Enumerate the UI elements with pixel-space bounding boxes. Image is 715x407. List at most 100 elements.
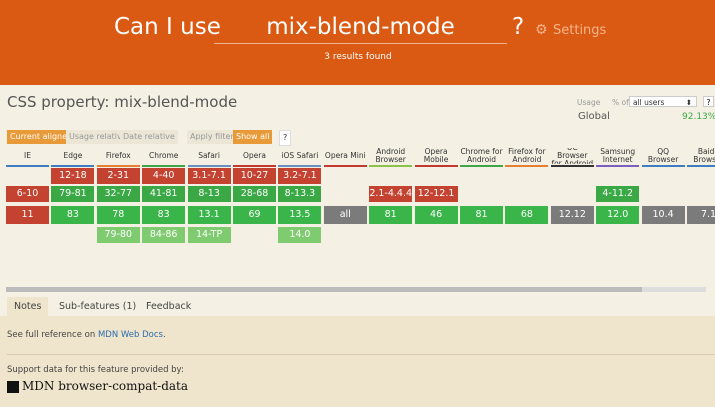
current-version-cell[interactable]: 83 xyxy=(142,206,186,224)
tab[interactable]: Sub-features (1) xyxy=(59,301,137,312)
current-version-cell[interactable]: 12.0 xyxy=(596,206,640,224)
notes-text: See full reference on MDN Web Docs. xyxy=(7,330,166,340)
version-cell[interactable]: 8-13.3 xyxy=(278,186,322,202)
data-source[interactable]: MDN browser-compat-data xyxy=(22,379,189,393)
current-version-cell[interactable]: 81 xyxy=(369,206,413,224)
filters-help[interactable]: ? xyxy=(279,130,292,146)
browser-header: IE xyxy=(24,151,31,160)
browser-header: Opera xyxy=(243,151,266,160)
version-cell[interactable]: 4-40 xyxy=(142,168,186,184)
current-version-cell[interactable]: 10.4 xyxy=(641,206,685,224)
usage-label: Usage xyxy=(577,98,601,107)
usage-relative-btn[interactable]: Usage relative xyxy=(66,130,130,144)
browser-underline xyxy=(142,165,186,167)
version-cell[interactable]: 84-86 xyxy=(142,227,186,243)
notes-prefix: See full reference on xyxy=(7,330,98,340)
browser-underline xyxy=(460,165,503,167)
usage-share: 92.13% xyxy=(682,112,715,122)
browser-underline xyxy=(687,165,715,167)
notes-suffix: . xyxy=(162,330,166,340)
settings-gear[interactable]: ⚙ xyxy=(535,22,548,38)
settings-link[interactable]: Settings xyxy=(553,23,607,38)
version-cell[interactable]: 79-81 xyxy=(51,186,95,202)
date-relative-btn[interactable]: Date relative xyxy=(120,130,178,144)
divider xyxy=(7,354,715,355)
browser-header: Firefox xyxy=(105,151,131,160)
browser-header: Chrome for Android xyxy=(460,148,503,164)
current-version-cell[interactable]: 46 xyxy=(414,206,458,224)
show-all-btn[interactable]: Show all xyxy=(233,130,273,144)
users-value: all users xyxy=(633,98,665,107)
browser-underline xyxy=(641,165,685,167)
version-cell[interactable]: 2.1-4.4.4 xyxy=(369,186,413,202)
help-icon[interactable]: ? xyxy=(512,14,525,40)
browser-underline xyxy=(323,165,367,167)
current-version-cell[interactable]: 11 xyxy=(6,206,49,224)
mdn-logo xyxy=(7,381,19,393)
version-cell[interactable]: 79-80 xyxy=(96,227,140,243)
browser-underline xyxy=(505,165,549,167)
version-cell[interactable]: 41-81 xyxy=(142,186,186,202)
tab-bar xyxy=(0,296,715,316)
version-cell[interactable]: 4-11.2 xyxy=(596,186,640,202)
browser-underline xyxy=(96,165,140,167)
browser-header: UC Browser for Android xyxy=(551,148,594,164)
mdn-link[interactable]: MDN Web Docs xyxy=(97,330,163,340)
region: Global xyxy=(578,111,610,122)
tab[interactable]: Notes xyxy=(7,297,49,316)
current-version-cell[interactable]: 7.1 xyxy=(687,206,715,224)
browser-underline xyxy=(550,165,594,167)
browser-header: Samsung Internet xyxy=(600,148,636,164)
version-cell[interactable]: 12-12.1 xyxy=(414,186,458,202)
browser-header: Edge xyxy=(63,151,83,160)
version-cell[interactable]: 32-77 xyxy=(96,186,140,202)
browser-header: QQ Browser xyxy=(647,148,679,164)
results-count: 3 results found xyxy=(324,52,392,62)
current-version-cell[interactable]: 69 xyxy=(233,206,276,224)
browser-header: Safari xyxy=(198,151,220,160)
apply-filters-btn[interactable]: Apply filters xyxy=(187,130,241,144)
version-cell[interactable]: 3.2-7.1 xyxy=(278,168,322,184)
version-cell[interactable]: 3.1-7.1 xyxy=(187,168,231,184)
browser-underline xyxy=(51,165,95,167)
current-version-cell[interactable]: 13.1 xyxy=(187,206,231,224)
current-version-cell[interactable]: 78 xyxy=(96,206,140,224)
browser-underline xyxy=(6,165,49,167)
browser-underline xyxy=(187,165,231,167)
percent-of: % of xyxy=(612,98,629,107)
current-version-cell[interactable]: 81 xyxy=(460,206,503,224)
browser-underline xyxy=(369,165,413,167)
browser-underline xyxy=(278,165,322,167)
current-version-cell[interactable]: 68 xyxy=(505,206,549,224)
version-cell[interactable]: 6-10 xyxy=(6,186,49,202)
browser-header: Opera Mini xyxy=(324,151,366,160)
users-select[interactable]: all users ⬍ xyxy=(629,96,697,107)
browser-header: Baidu Browser xyxy=(693,148,715,164)
current-version-cell[interactable]: 83 xyxy=(51,206,95,224)
version-cell[interactable]: 14.0 xyxy=(278,227,322,243)
scrollbar[interactable] xyxy=(6,287,706,292)
version-cell[interactable]: 12-18 xyxy=(51,168,95,184)
search-input[interactable]: mix-blend-mode xyxy=(214,14,507,44)
current-version-cell[interactable]: 12.12 xyxy=(550,206,594,224)
usage-help[interactable]: ? xyxy=(703,96,714,107)
version-cell[interactable]: 10-27 xyxy=(233,168,276,184)
browser-underline xyxy=(414,165,458,167)
version-cell[interactable]: 8-13 xyxy=(187,186,231,202)
header-bar xyxy=(0,0,715,85)
version-cell[interactable]: 14-TP xyxy=(187,227,231,243)
current-aligned-btn[interactable]: Current aligned xyxy=(7,130,76,144)
current-version-cell[interactable]: 13.5 xyxy=(278,206,322,224)
browser-header: Firefox for Android xyxy=(508,148,546,164)
current-version-cell[interactable]: all xyxy=(323,206,367,224)
browser-header: Opera Mobile xyxy=(423,148,449,164)
tab[interactable]: Feedback xyxy=(146,301,192,312)
version-cell[interactable]: 2-31 xyxy=(96,168,140,184)
browser-underline xyxy=(596,165,640,167)
browser-header: iOS Safari xyxy=(281,151,319,160)
browser-header: Chrome xyxy=(148,151,179,160)
browser-underline xyxy=(233,165,276,167)
version-cell[interactable]: 28-68 xyxy=(233,186,276,202)
browser-header: Android Browser xyxy=(375,148,406,164)
